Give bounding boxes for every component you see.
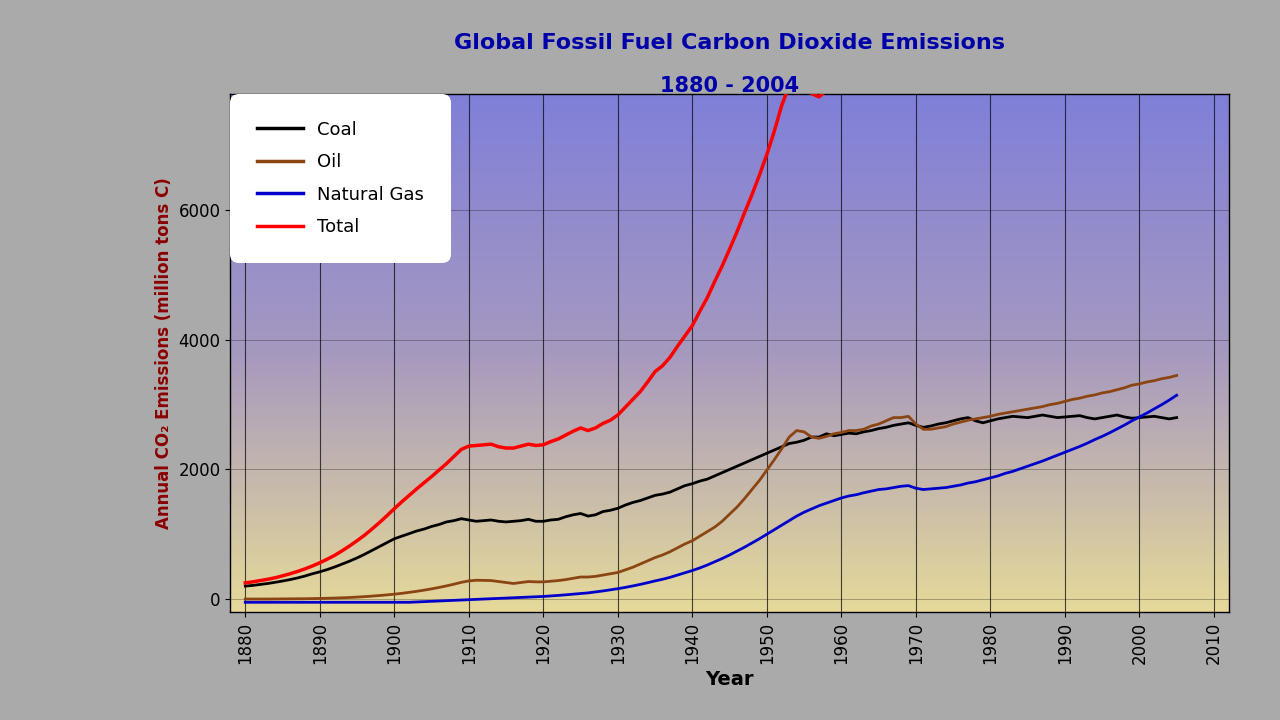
Line: Total: Total: [246, 0, 1176, 583]
Text: 1880 - 2004: 1880 - 2004: [660, 76, 799, 96]
Oil: [856, 425, 872, 433]
Legend: Coal, Oil, Natural Gas, Total: Coal, Oil, Natural Gas, Total: [239, 103, 442, 254]
Total: [856, 63, 872, 72]
X-axis label: Year: Year: [705, 670, 754, 688]
Coal: [856, 428, 872, 436]
Natural Gas: [812, 501, 827, 510]
Oil: [677, 540, 692, 549]
Oil: [1169, 372, 1184, 380]
Coal: [812, 433, 827, 441]
Oil: [476, 576, 492, 585]
Natural Gas: [856, 488, 872, 497]
Natural Gas: [1169, 391, 1184, 400]
Natural Gas: [677, 569, 692, 577]
Natural Gas: [476, 595, 492, 603]
Total: [297, 564, 312, 573]
Coal: [677, 481, 692, 490]
Total: [788, 73, 804, 81]
Line: Coal: Coal: [246, 415, 1176, 586]
Oil: [788, 426, 804, 435]
Total: [238, 579, 253, 588]
Text: Global Fossil Fuel Carbon Dioxide Emissions: Global Fossil Fuel Carbon Dioxide Emissi…: [454, 33, 1005, 53]
Coal: [297, 572, 312, 580]
Oil: [238, 595, 253, 603]
Coal: [788, 438, 804, 446]
Natural Gas: [297, 598, 312, 606]
Natural Gas: [238, 598, 253, 606]
Total: [476, 441, 492, 449]
Coal: [238, 582, 253, 590]
Natural Gas: [788, 512, 804, 521]
Oil: [297, 595, 312, 603]
Total: [677, 332, 692, 341]
Coal: [476, 516, 492, 525]
Line: Natural Gas: Natural Gas: [246, 395, 1176, 602]
Y-axis label: Annual CO₂ Emissions (million tons C): Annual CO₂ Emissions (million tons C): [155, 177, 173, 528]
Coal: [1169, 413, 1184, 422]
Oil: [812, 434, 827, 443]
Line: Oil: Oil: [246, 376, 1176, 599]
Coal: [1034, 410, 1050, 419]
Total: [812, 93, 827, 102]
